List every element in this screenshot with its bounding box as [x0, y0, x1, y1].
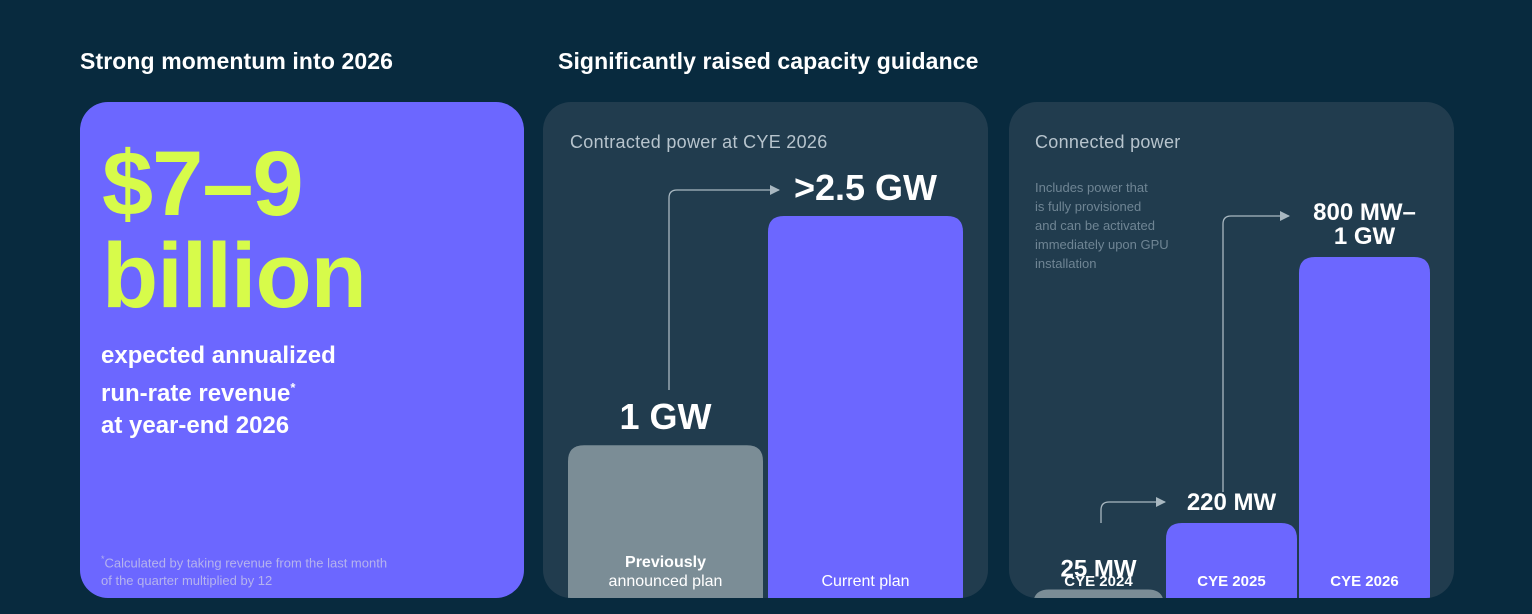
- bar-current-plan: [768, 216, 963, 598]
- arrow-2: [1222, 211, 1290, 492]
- revenue-footnote: *Calculated by taking revenue from the l…: [101, 550, 387, 590]
- note-line-4: immediately upon GPU: [1035, 237, 1169, 252]
- connected-power-title: Connected power: [1035, 132, 1181, 152]
- revenue-big-value: $7–9 billion: [102, 133, 367, 327]
- right-section-title: Significantly raised capacity guidance: [558, 48, 979, 74]
- revenue-description-line-1: expected annualized: [101, 342, 336, 369]
- contracted-power-chart: Previously announced plan 1 GW Current plan…: [568, 167, 963, 598]
- revenue-description-line-2: run-rate revenue*: [101, 380, 296, 407]
- data-label-previously-announced-plan: 1 GW: [619, 396, 711, 437]
- bar-cye-2024: [1034, 589, 1163, 598]
- revenue-description: expected annualized run-rate revenue* at…: [101, 340, 336, 442]
- revenue-value-line-2: billion: [102, 225, 367, 327]
- note-line-5: installation: [1035, 256, 1097, 271]
- arrow-1: [668, 185, 780, 390]
- category-label-cye-2026: CYE 2026: [1330, 573, 1398, 590]
- note-line-3: and can be activated: [1035, 218, 1155, 233]
- data-label-cye-2026: 800 MW– 1 GW: [1313, 199, 1416, 250]
- connected-power-note: Includes power that is fully provisioned…: [1035, 178, 1169, 273]
- data-label-current-plan: >2.5 GW: [794, 167, 937, 208]
- revenue-value-line-1: $7–9: [102, 133, 304, 235]
- contracted-power-card: Contracted power at CYE 2026 Previously a…: [543, 102, 988, 598]
- data-label-cye-2024: 25 MW: [1060, 555, 1136, 582]
- category-label-cye-2024: CYE 2024: [1064, 573, 1133, 590]
- bar-cye-2026: [1299, 257, 1430, 598]
- bar-previously-announced-plan: [568, 445, 763, 598]
- revenue-card: $7–9 billion expected annualized run-rat…: [80, 102, 524, 598]
- footnote-superscript: *: [290, 380, 296, 395]
- category-label-current-plan: Current plan: [821, 573, 909, 590]
- bar-cye-2025: [1166, 522, 1297, 598]
- category-label-previously-announced-plan: Previously announced plan: [609, 554, 723, 590]
- revenue-description-line-3: at year-end 2026: [101, 412, 290, 439]
- note-line-2: is fully provisioned: [1035, 199, 1142, 214]
- data-label-cye-2025: 220 MW: [1187, 489, 1277, 516]
- connected-power-card: Connected power Includes power that is f…: [1009, 102, 1454, 598]
- footnote-line-1: *Calculated by taking revenue from the l…: [101, 554, 388, 571]
- footnote-line-2: of the quarter multiplied by 12: [101, 573, 273, 589]
- left-section-title: Strong momentum into 2026: [80, 48, 394, 74]
- arrow-1: [1100, 497, 1166, 523]
- category-label-cye-2025: CYE 2025: [1197, 573, 1265, 590]
- contracted-power-title: Contracted power at CYE 2026: [570, 132, 828, 152]
- note-line-1: Includes power that: [1035, 180, 1148, 195]
